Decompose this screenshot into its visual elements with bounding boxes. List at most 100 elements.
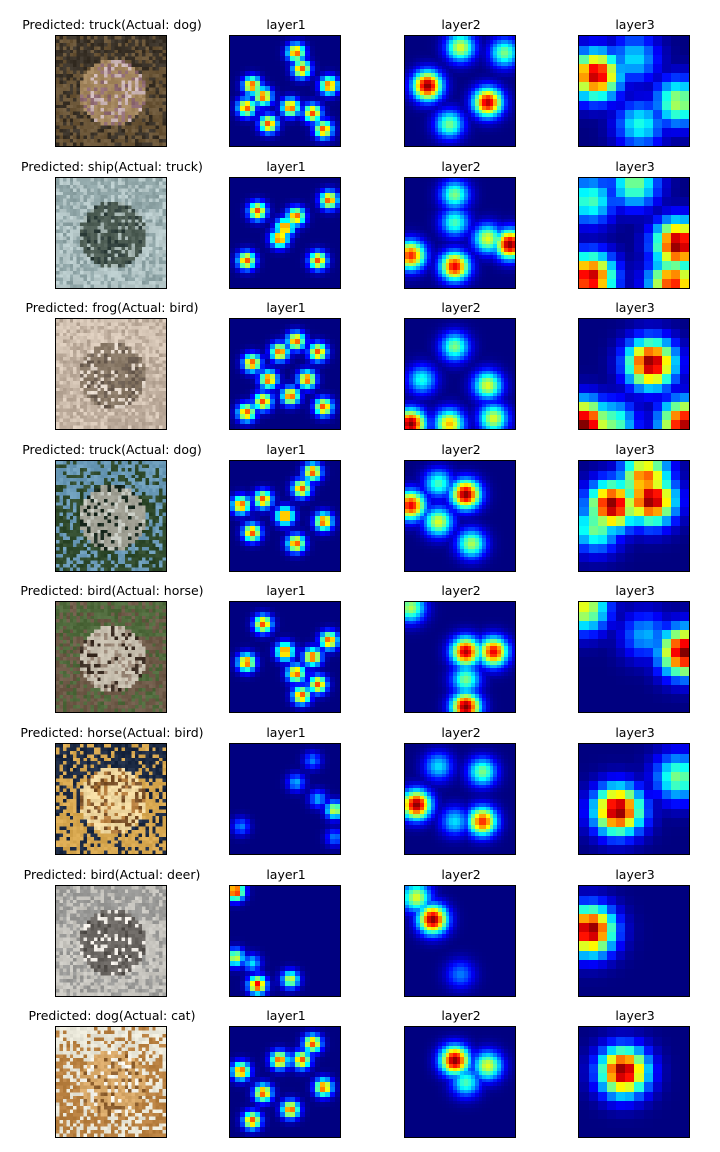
heatmap-cell-layer1: layer1	[206, 566, 366, 714]
input-image-cell: Predicted: dog(Actual: cat)	[29, 991, 195, 1139]
heatmap-canvas	[405, 602, 515, 713]
heatmap-layer1	[229, 318, 341, 431]
heatmap-layer2	[404, 318, 516, 431]
heatmap-title: layer2	[441, 583, 481, 599]
input-image	[55, 176, 167, 289]
prediction-caption: Predicted: bird(Actual: deer)	[23, 866, 201, 882]
input-image	[55, 743, 167, 855]
heatmap-cell-layer2: layer2	[381, 0, 541, 147]
heatmap-title: layer1	[266, 725, 306, 740]
heatmap-title: layer1	[266, 441, 306, 457]
heatmap-cell-layer1: layer1	[206, 850, 366, 997]
input-image-pixels	[56, 885, 166, 996]
heatmap-canvas	[579, 744, 689, 854]
heatmap-canvas	[579, 885, 689, 996]
heatmap-title: layer3	[615, 1008, 655, 1024]
heatmap-canvas	[579, 460, 689, 571]
heatmap-canvas	[230, 602, 340, 713]
heatmap-title: layer2	[441, 725, 481, 740]
heatmap-cell-layer1: layer1	[206, 425, 366, 572]
sample-row: Predicted: bird(Actual: deer) layer1 layer…	[0, 850, 720, 997]
input-image-cell: Predicted: truck(Actual: dog)	[22, 0, 202, 147]
heatmap-canvas	[579, 36, 689, 146]
heatmap-canvas	[405, 36, 515, 146]
heatmap-layer3	[578, 601, 690, 714]
sample-row: Predicted: truck(Actual: dog) layer1 layer…	[0, 0, 720, 147]
heatmap-title: layer3	[615, 17, 655, 32]
prediction-caption: Predicted: dog(Actual: cat)	[28, 1008, 196, 1024]
heatmap-title: layer2	[441, 441, 481, 457]
input-image-cell: Predicted: bird(Actual: horse)	[20, 566, 204, 714]
heatmap-title: layer1	[266, 583, 306, 599]
heatmap-title: layer1	[266, 158, 306, 174]
input-image	[55, 1026, 167, 1139]
heatmap-canvas	[405, 1027, 515, 1138]
heatmap-cell-layer2: layer2	[381, 283, 541, 431]
heatmap-cell-layer1: layer1	[206, 708, 366, 855]
heatmap-canvas	[230, 460, 340, 571]
heatmap-canvas	[405, 744, 515, 854]
heatmap-title: layer2	[441, 300, 481, 316]
prediction-caption: Predicted: horse(Actual: bird)	[20, 725, 204, 740]
heatmap-cell-layer2: layer2	[381, 142, 541, 289]
sample-row: Predicted: frog(Actual: bird) layer1 layer…	[0, 283, 720, 431]
heatmap-canvas	[230, 744, 340, 854]
heatmap-title: layer1	[266, 300, 306, 316]
heatmap-cell-layer3: layer3	[555, 283, 715, 431]
heatmap-layer1	[229, 884, 341, 997]
heatmap-layer3	[578, 459, 690, 572]
prediction-caption: Predicted: frog(Actual: bird)	[25, 300, 199, 316]
heatmap-canvas	[579, 177, 689, 288]
heatmap-canvas	[230, 36, 340, 146]
heatmap-cell-layer2: layer2	[381, 850, 541, 997]
heatmap-layer3	[578, 1026, 690, 1139]
heatmap-title: layer3	[615, 866, 655, 882]
heatmap-canvas	[405, 460, 515, 571]
heatmap-layer1	[229, 459, 341, 572]
input-image	[55, 35, 167, 147]
heatmap-title: layer2	[441, 158, 481, 174]
heatmap-title: layer1	[266, 1008, 306, 1024]
heatmap-cell-layer1: layer1	[206, 991, 366, 1139]
heatmap-cell-layer3: layer3	[555, 425, 715, 572]
heatmap-canvas	[579, 319, 689, 430]
input-image-pixels	[56, 602, 166, 713]
input-image-cell: Predicted: bird(Actual: deer)	[24, 850, 200, 997]
heatmap-layer1	[229, 601, 341, 714]
heatmap-layer2	[404, 601, 516, 714]
sample-row: Predicted: dog(Actual: cat) layer1 layer2 l…	[0, 991, 720, 1139]
heatmap-cell-layer3: layer3	[555, 991, 715, 1139]
input-image	[55, 884, 167, 997]
heatmap-canvas	[405, 885, 515, 996]
input-image	[55, 318, 167, 431]
heatmap-cell-layer3: layer3	[555, 142, 715, 289]
heatmap-cell-layer1: layer1	[206, 142, 366, 289]
heatmap-layer1	[229, 743, 341, 855]
sample-row: Predicted: bird(Actual: horse) layer1 laye…	[0, 566, 720, 714]
heatmap-layer3	[578, 743, 690, 855]
heatmap-layer2	[404, 176, 516, 289]
heatmap-title: layer3	[615, 725, 655, 740]
input-image	[55, 601, 167, 714]
input-image-cell: Predicted: truck(Actual: dog)	[22, 425, 202, 572]
heatmap-layer2	[404, 459, 516, 572]
heatmap-canvas	[230, 177, 340, 288]
input-image-pixels	[56, 1027, 166, 1138]
heatmap-canvas	[230, 885, 340, 996]
heatmap-canvas	[405, 319, 515, 430]
heatmap-cell-layer2: layer2	[381, 425, 541, 572]
prediction-caption: Predicted: truck(Actual: dog)	[22, 17, 202, 32]
heatmap-cell-layer2: layer2	[381, 708, 541, 855]
sample-row: Predicted: ship(Actual: truck) layer1 laye…	[0, 142, 720, 289]
heatmap-layer2	[404, 884, 516, 997]
input-image-pixels	[56, 177, 166, 288]
heatmap-cell-layer3: layer3	[555, 708, 715, 855]
input-image-pixels	[56, 744, 166, 854]
heatmap-title: layer2	[441, 17, 481, 32]
heatmap-layer1	[229, 176, 341, 289]
heatmap-cell-layer3: layer3	[555, 566, 715, 714]
heatmap-layer2	[404, 743, 516, 855]
heatmap-canvas	[579, 1027, 689, 1138]
heatmap-cell-layer2: layer2	[381, 566, 541, 714]
